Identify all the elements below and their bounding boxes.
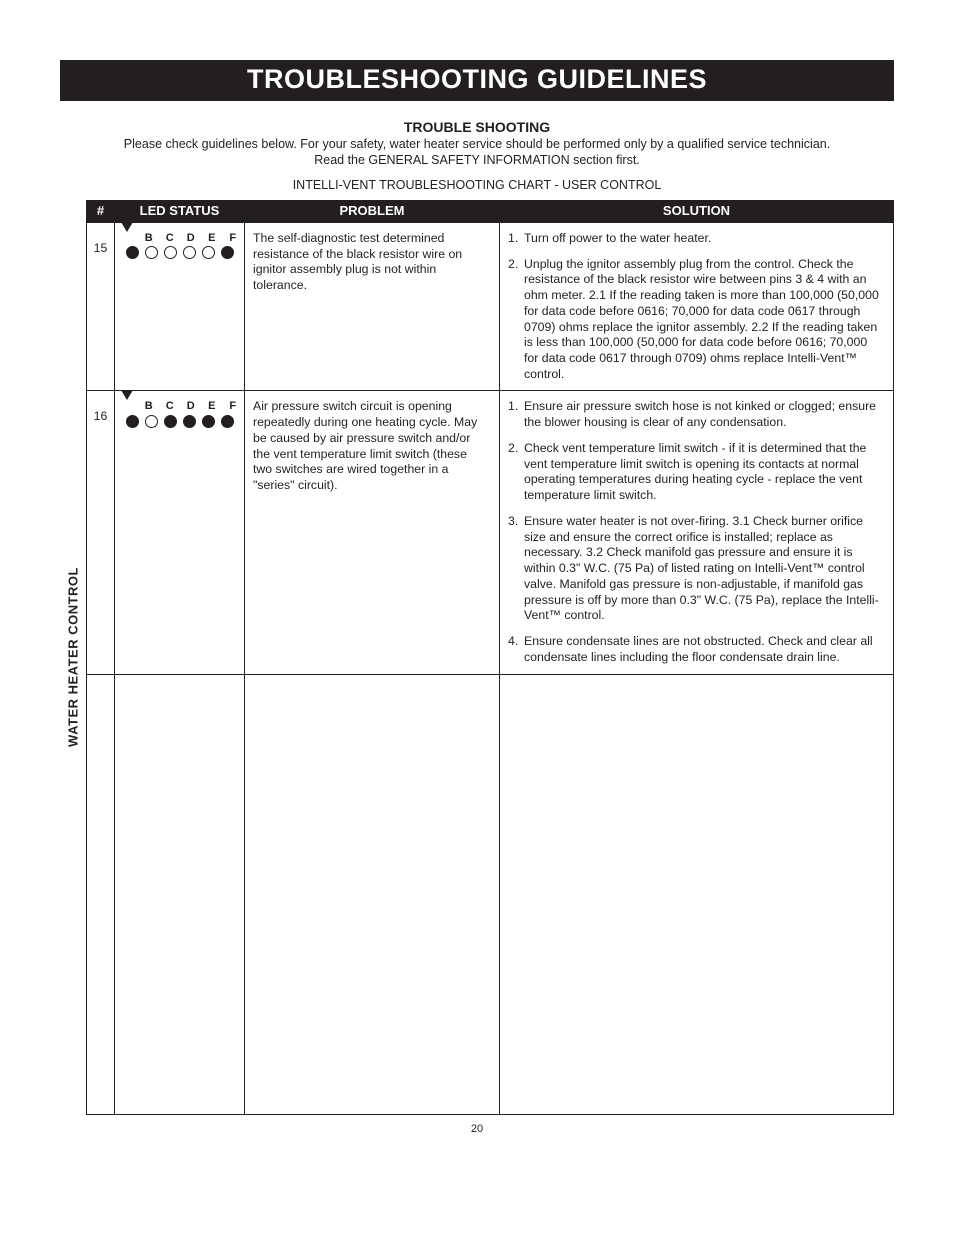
- trouble-shooting-heading: TROUBLE SHOOTING: [60, 119, 894, 135]
- led-dot: [126, 415, 139, 428]
- led-letter: E: [207, 231, 218, 245]
- solution-number: 1.: [508, 399, 524, 430]
- intro-line-2: Read the GENERAL SAFETY INFORMATION sect…: [314, 153, 640, 167]
- table-wrapper: WATER HEATER CONTROL # LED STATUS PROBLE…: [60, 200, 894, 1114]
- table-row: 16 BCDEF Air pressure switch circuit is op…: [87, 391, 894, 674]
- table-row: 15 BCDEF The self-diagnostic test determin…: [87, 222, 894, 391]
- problem-cell: The self-diagnostic test determined resi…: [245, 222, 500, 391]
- solution-text: Turn off power to the water heater.: [524, 231, 883, 247]
- solution-text: Unplug the ignitor assembly plug from th…: [524, 257, 883, 383]
- led-dot: [164, 246, 177, 259]
- led-letter: D: [186, 399, 197, 413]
- solution-text: Ensure water heater is not over-firing. …: [524, 514, 883, 624]
- solution-number: 4.: [508, 634, 524, 665]
- led-letter: D: [186, 231, 197, 245]
- led-dot: [183, 246, 196, 259]
- led-dot: [126, 246, 139, 259]
- page-banner: TROUBLESHOOTING GUIDELINES: [60, 60, 894, 101]
- solution-item: 2.Check vent temperature limit switch - …: [508, 441, 883, 504]
- led-status-cell: BCDEF: [115, 391, 245, 674]
- solution-number: 1.: [508, 231, 524, 247]
- solution-item: 1.Ensure air pressure switch hose is not…: [508, 399, 883, 430]
- solution-text: Ensure air pressure switch hose is not k…: [524, 399, 883, 430]
- led-triangle-icon: [121, 231, 133, 245]
- solution-text: Check vent temperature limit switch - if…: [524, 441, 883, 504]
- led-letter-row: BCDEF: [121, 231, 238, 245]
- table-header-row: # LED STATUS PROBLEM SOLUTION: [87, 201, 894, 223]
- led-letter: C: [165, 399, 176, 413]
- led-letter: E: [207, 399, 218, 413]
- solution-number: 2.: [508, 257, 524, 383]
- led-letter: F: [228, 231, 239, 245]
- table-row-empty: [87, 674, 894, 1114]
- led-letter: F: [228, 399, 239, 413]
- col-header-num: #: [87, 201, 115, 223]
- col-header-led: LED STATUS: [115, 201, 245, 223]
- led-dot: [202, 415, 215, 428]
- empty-cell: [115, 674, 245, 1114]
- led-letter: B: [144, 231, 155, 245]
- led-status-cell: BCDEF: [115, 222, 245, 391]
- chart-caption: INTELLI-VENT TROUBLESHOOTING CHART - USE…: [60, 178, 894, 192]
- empty-cell: [500, 674, 894, 1114]
- row-number: 16: [87, 391, 115, 674]
- empty-cell: [87, 674, 115, 1114]
- led-dot: [145, 415, 158, 428]
- solution-item: 2.Unplug the ignitor assembly plug from …: [508, 257, 883, 383]
- led-dot: [202, 246, 215, 259]
- water-heater-control-label: WATER HEATER CONTROL: [66, 567, 81, 747]
- led-dot: [145, 246, 158, 259]
- side-column: WATER HEATER CONTROL: [60, 200, 86, 1114]
- led-letter: C: [165, 231, 176, 245]
- troubleshooting-table: # LED STATUS PROBLEM SOLUTION 15BCDEFThe…: [86, 200, 894, 1114]
- solution-item: 3.Ensure water heater is not over-firing…: [508, 514, 883, 624]
- solution-item: 4.Ensure condensate lines are not obstru…: [508, 634, 883, 665]
- problem-cell: Air pressure switch circuit is opening r…: [245, 391, 500, 674]
- led-dot: [221, 415, 234, 428]
- led-dot: [164, 415, 177, 428]
- led-dot: [183, 415, 196, 428]
- solution-cell: 1.Ensure air pressure switch hose is not…: [500, 391, 894, 674]
- led-dot: [221, 246, 234, 259]
- led-dot-row: [121, 415, 238, 428]
- led-triangle-icon: [121, 399, 133, 413]
- led-letter: B: [144, 399, 155, 413]
- intro-text: Please check guidelines below. For your …: [60, 137, 894, 168]
- solution-number: 3.: [508, 514, 524, 624]
- intro-line-1: Please check guidelines below. For your …: [124, 137, 830, 151]
- solution-item: 1.Turn off power to the water heater.: [508, 231, 883, 247]
- empty-cell: [245, 674, 500, 1114]
- led-letter-row: BCDEF: [121, 399, 238, 413]
- solution-text: Ensure condensate lines are not obstruct…: [524, 634, 883, 665]
- led-dot-row: [121, 246, 238, 259]
- col-header-solution: SOLUTION: [500, 201, 894, 223]
- solution-cell: 1.Turn off power to the water heater.2.U…: [500, 222, 894, 391]
- page-number: 20: [60, 1123, 894, 1135]
- col-header-problem: PROBLEM: [245, 201, 500, 223]
- row-number: 15: [87, 222, 115, 391]
- solution-number: 2.: [508, 441, 524, 504]
